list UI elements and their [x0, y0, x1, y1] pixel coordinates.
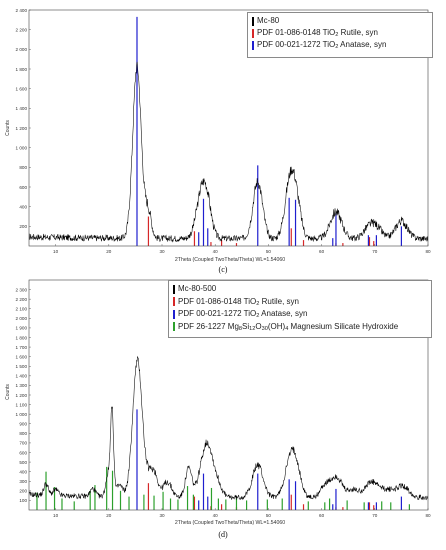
y-tick-label: 2 200	[16, 297, 28, 302]
y-tick-label: 1 200	[16, 393, 28, 398]
y-tick-label: 1 600	[16, 354, 28, 359]
y-tick-label: 400	[19, 204, 27, 209]
y-tick-label: 2 200	[16, 27, 28, 32]
legend-label: Mc-80	[257, 16, 280, 25]
legend-d: Mc-80-500 PDF 01-086-0148 TiO2 Rutile, sy…	[168, 280, 432, 338]
legend-label: PDF 00-021-1272 TiO2 Anatase, syn	[257, 40, 387, 50]
x-tick-labels-d: 10 20 30 40 50 60 70 80	[53, 508, 431, 518]
y-tick-label: 1 400	[16, 106, 28, 111]
x-tick-label: 50	[266, 513, 272, 518]
plot-area-d	[28, 355, 429, 510]
x-tick-label: 60	[319, 513, 325, 518]
y-axis-title-c: Counts	[5, 120, 11, 136]
x-tick-label: 50	[266, 249, 272, 254]
y-tick-label: 300	[19, 479, 27, 484]
plot-frame-c	[28, 9, 429, 247]
x-tick-label: 40	[213, 513, 219, 518]
legend-label: PDF 00-021-1272 TiO2 Anatase, syn	[178, 309, 308, 319]
y-tick-label: 1 000	[16, 145, 28, 150]
measured-pattern-line	[28, 355, 429, 501]
x-tick-label: 10	[53, 249, 59, 254]
legend-item: PDF 00-021-1272 TiO2 Anatase, syn	[173, 308, 427, 321]
y-tick-label: 2 000	[16, 47, 28, 52]
y-tick-label: 200	[19, 489, 27, 494]
y-tick-label: 1 200	[16, 126, 28, 131]
legend-item: PDF 01-086-0148 TiO2 Rutile, syn	[173, 296, 427, 309]
y-tick-label: 700	[19, 441, 27, 446]
x-tick-labels-c: 10 20 30 40 50 60 70 80	[53, 244, 431, 254]
y-tick-label: 1 700	[16, 345, 28, 350]
x-axis-title-d: 2Theta (Coupled TwoTheta/Theta) WL=1.540…	[175, 520, 285, 526]
y-tick-label: 1 100	[16, 402, 28, 407]
legend-item: PDF 00-021-1272 TiO2 Anatase, syn	[252, 39, 428, 51]
y-tick-label: 400	[19, 469, 27, 474]
y-tick-label: 500	[19, 460, 27, 465]
legend-item: PDF 26-1227 Mg8Si12O30(OH)4 Magnesium Si…	[173, 321, 427, 334]
x-tick-label: 40	[213, 249, 219, 254]
legend-label: PDF 01-086-0148 TiO2 Rutile, syn	[178, 296, 299, 307]
y-tick-label: 2 000	[16, 316, 28, 321]
x-tick-label: 20	[106, 249, 112, 254]
legend-label: PDF 26-1227 Mg8Si12O30(OH)4 Magnesium Si…	[178, 321, 399, 332]
x-tick-label: 30	[159, 513, 165, 518]
y-tick-label: 200	[19, 224, 27, 229]
y-tick-label: 900	[19, 422, 27, 427]
y-tick-label: 1 000	[16, 412, 28, 417]
y-tick-label: 1 900	[16, 326, 28, 331]
legend-swatch	[252, 40, 254, 50]
x-tick-label: 20	[106, 513, 112, 518]
x-tick-label: 70	[372, 513, 378, 518]
y-tick-label: 1 600	[16, 86, 28, 91]
y-tick-label: 800	[19, 431, 27, 436]
y-tick-label: 2 300	[16, 287, 28, 292]
x-axis-title-c: 2Theta (Coupled TwoTheta/Theta) WL=1.540…	[175, 257, 285, 263]
legend-item: Mc-80	[252, 15, 428, 27]
x-tick-label: 80	[425, 513, 431, 518]
y-tick-label: 600	[19, 185, 27, 190]
legend-label: PDF 01-086-0148 TiO2 Rutile, syn	[257, 28, 378, 38]
legend-swatch	[173, 284, 175, 294]
legend-label: Mc-80-500	[178, 284, 217, 293]
y-tick-label: 1 500	[16, 364, 28, 369]
y-tick-label: 100	[19, 498, 27, 503]
y-tick-label: 1 800	[16, 67, 28, 72]
xrd-chart-c: Counts 200 400 600 800 1 000 1 200 1 400 1 600 1…	[5, 8, 431, 263]
legend-swatch	[252, 16, 254, 26]
legend-item: Mc-80-500	[173, 283, 427, 296]
x-tick-label: 70	[372, 249, 378, 254]
legend-swatch	[173, 297, 175, 307]
x-tick-label: 80	[425, 249, 431, 254]
measured-pattern-line	[28, 61, 429, 243]
legend-item: PDF 01-086-0148 TiO2 Rutile, syn	[252, 27, 428, 39]
panel-caption-c: (c)	[218, 265, 228, 274]
x-tick-label: 60	[319, 249, 325, 254]
x-tick-label: 30	[159, 249, 165, 254]
y-tick-label: 600	[19, 450, 27, 455]
y-tick-label: 1 300	[16, 383, 28, 388]
panel-caption-d: (d)	[218, 530, 228, 539]
legend-c: Mc-80 PDF 01-086-0148 TiO2 Rutile, syn PDF…	[247, 12, 433, 58]
y-tick-labels-c: 200 400 600 800 1 000 1 200 1 400 1 600 1 800 2 0…	[16, 8, 31, 229]
legend-swatch	[173, 309, 175, 319]
y-tick-labels-d: 100 200 300 400 500 600 700 800 900 1 000 1 100 1 2…	[16, 287, 31, 503]
plot-area-c	[28, 16, 429, 246]
y-tick-label: 2 100	[16, 307, 28, 312]
y-tick-label: 1 400	[16, 374, 28, 379]
y-axis-title-d: Counts	[5, 384, 11, 400]
y-tick-label: 2 400	[16, 8, 28, 13]
legend-swatch	[173, 322, 175, 332]
y-tick-label: 1 800	[16, 335, 28, 340]
y-tick-label: 800	[19, 165, 27, 170]
legend-swatch	[252, 28, 254, 38]
x-tick-label: 10	[53, 513, 59, 518]
